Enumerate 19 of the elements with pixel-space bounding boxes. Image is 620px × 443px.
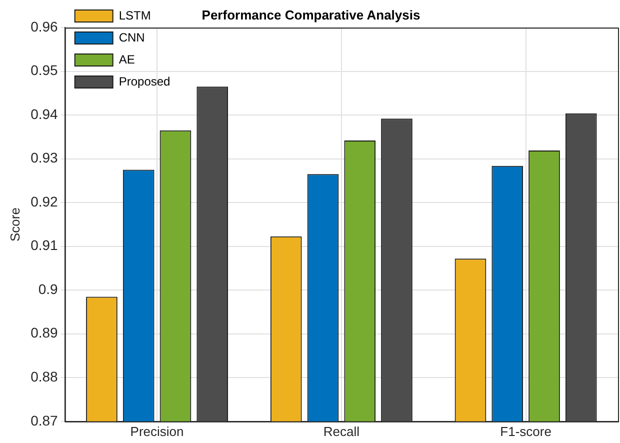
y-tick-label: 0.9 — [38, 280, 58, 297]
y-tick-label: 0.92 — [30, 193, 58, 210]
x-tick-label: Recall — [323, 424, 360, 439]
x-tick-label: Precision — [130, 424, 184, 439]
x-tick-label: F1-score — [500, 424, 552, 439]
y-axis-title: Score — [7, 208, 22, 242]
y-tick-label: 0.96 — [30, 18, 58, 34]
legend-label: LSTM — [118, 8, 151, 22]
chart-title: Performance Comparative Analysis — [202, 7, 420, 22]
y-tick-label: 0.89 — [30, 324, 58, 341]
y-tick-label: 0.88 — [30, 368, 58, 385]
legend-label: AE — [118, 52, 135, 66]
y-tick-label: 0.87 — [30, 412, 58, 428]
y-tick-label: 0.91 — [30, 237, 58, 254]
y-tick-label: 0.95 — [30, 62, 58, 78]
legend-label: Proposed — [118, 74, 170, 88]
y-tick-label: 0.93 — [30, 150, 58, 166]
y-tick-label: 0.94 — [30, 106, 58, 122]
legend-label: CNN — [118, 30, 145, 44]
